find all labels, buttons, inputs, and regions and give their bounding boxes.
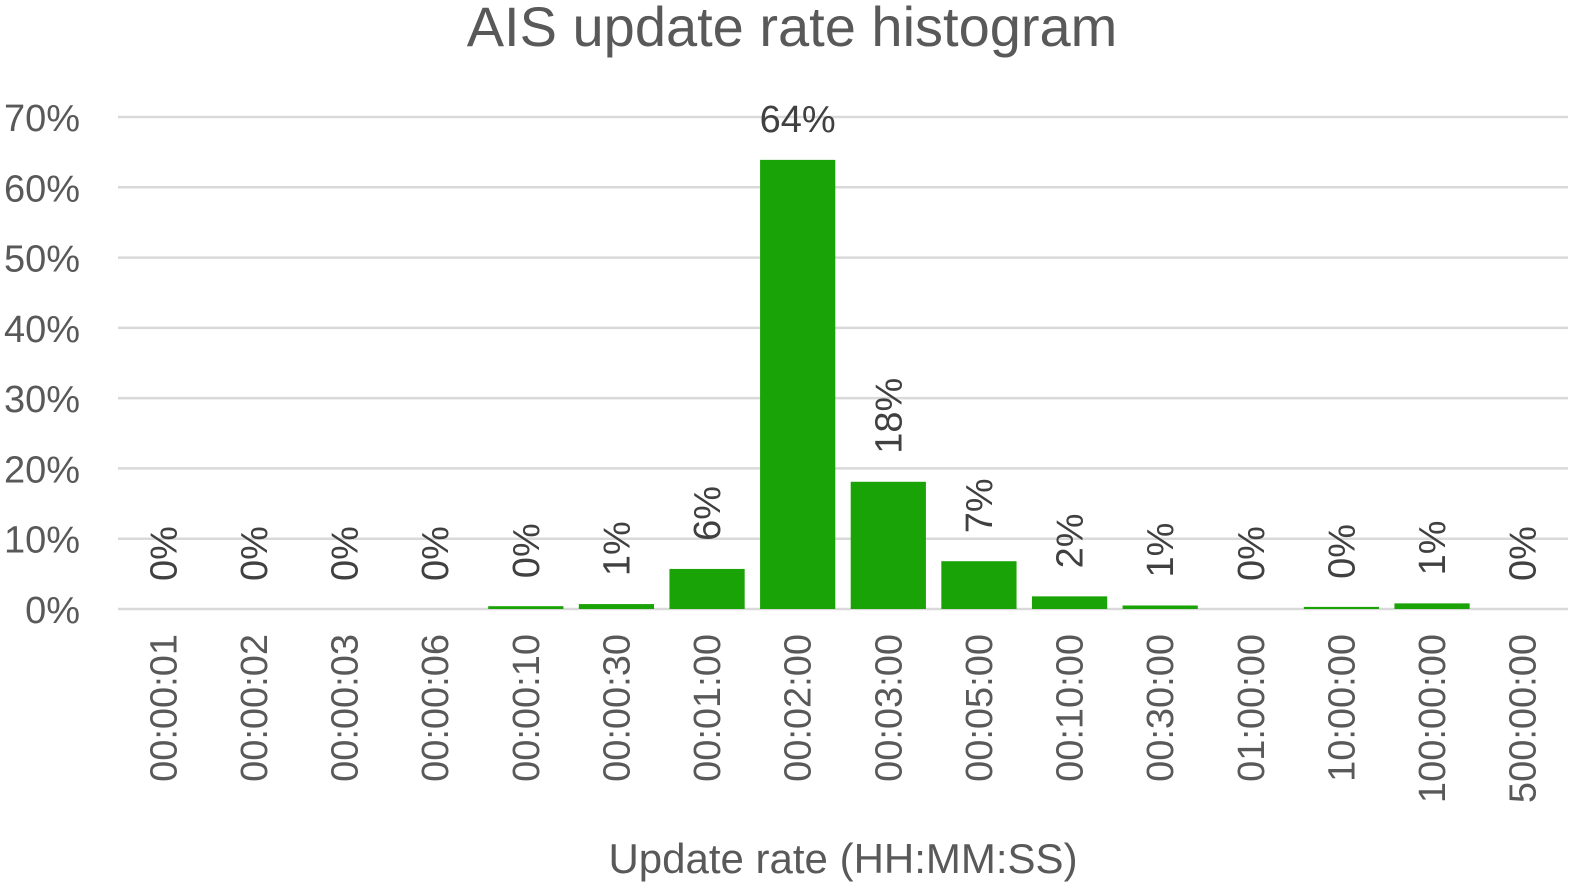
data-label: 7% [959,478,1001,533]
x-tick-label: 00:02:00 [778,634,820,782]
data-label: 0% [506,523,548,578]
data-label: 0% [234,526,276,581]
data-labels: 0% 0% 0% 0% 0% 1% 6% 64% 18% 7% 2% 1% 0% 0% 1% 0% [143,99,1544,581]
bar [1394,603,1470,609]
x-tick-label: 00:00:06 [415,634,457,782]
y-tick-label: 20% [4,449,80,491]
x-tick-label: 00:05:00 [959,634,1001,782]
bar [1122,605,1198,609]
bar [941,561,1017,609]
data-label: 0% [1321,524,1363,579]
x-tick-label: 01:00:00 [1231,634,1273,782]
x-axis-ticks: 00:00:01 00:00:02 00:00:03 00:00:06 00:00:10… [143,634,1544,803]
x-tick-label: 00:01:00 [687,634,729,782]
x-tick-label: 100:00:00 [1412,634,1454,803]
y-tick-label: 30% [4,379,80,421]
y-axis-ticks: 0% 10% 20% 30% 40% 50% 60% 70% [4,98,80,632]
x-tick-label: 00:00:03 [325,634,367,782]
bar [1303,606,1380,609]
bar [578,604,655,609]
data-label: 0% [143,526,185,581]
x-tick-label: 500:00:00 [1503,634,1545,803]
x-tick-label: 00:30:00 [1140,634,1182,782]
bar [669,568,745,609]
x-tick-label: 00:10:00 [1050,634,1092,782]
y-tick-label: 0% [25,590,80,632]
x-axis-title: Update rate (HH:MM:SS) [608,835,1077,882]
x-tick-label: 00:03:00 [868,634,910,782]
x-tick-label: 10:00:00 [1321,634,1363,782]
data-label: 6% [687,486,729,541]
x-tick-label: 00:00:10 [506,634,548,782]
y-tick-label: 10% [4,520,80,562]
data-label: 0% [1231,526,1273,581]
x-tick-label: 00:00:01 [143,634,185,782]
bar [1031,596,1108,609]
data-label: 1% [596,521,638,576]
x-tick-label: 00:00:30 [596,634,638,782]
bars [488,159,1470,610]
data-label: 1% [1412,520,1454,575]
data-label: 0% [325,526,367,581]
y-tick-label: 70% [4,98,80,140]
bar [488,606,564,609]
data-label: 1% [1140,523,1182,578]
bar [760,159,836,610]
data-label: 64% [760,99,836,141]
x-tick-label: 00:00:02 [234,634,276,782]
data-label: 18% [868,378,910,454]
data-label: 0% [415,526,457,581]
bar [850,481,926,609]
data-label: 0% [1503,526,1545,581]
y-tick-label: 40% [4,309,80,351]
data-label: 2% [1050,513,1092,568]
y-tick-label: 50% [4,239,80,281]
gridlines [118,115,1568,611]
chart-title: AIS update rate histogram [467,0,1118,58]
y-tick-label: 60% [4,168,80,210]
